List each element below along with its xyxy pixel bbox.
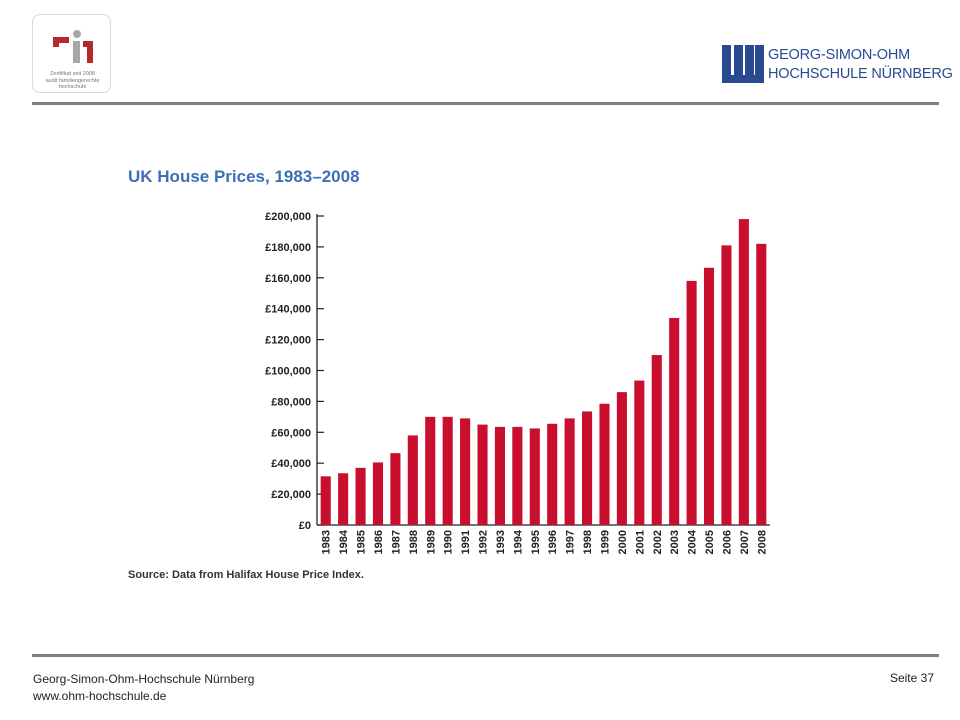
x-tick-label: 2006 xyxy=(721,530,733,554)
bar xyxy=(721,245,732,526)
y-tick-label: £60,000 xyxy=(271,427,311,439)
page-number: Seite 37 xyxy=(889,671,934,685)
x-tick-label: 2004 xyxy=(687,529,699,554)
x-tick-label: 1988 xyxy=(408,530,420,554)
bar xyxy=(599,403,610,525)
x-tick-label: 2003 xyxy=(669,530,681,554)
x-tick-label: 1999 xyxy=(599,530,611,554)
footer-organization-block: Georg-Simon-Ohm-Hochschule Nürnberg www.… xyxy=(33,671,254,705)
x-tick-label: 2002 xyxy=(652,530,664,554)
certificate-line: hochschule xyxy=(58,84,87,90)
bar xyxy=(477,424,488,525)
bar xyxy=(529,428,540,525)
x-tick-label: 1997 xyxy=(565,530,577,554)
chart-source: Source: Data from Halifax House Price In… xyxy=(128,569,364,581)
x-tick-label: 1992 xyxy=(478,530,490,554)
bar xyxy=(407,435,418,525)
certificate-line: Zertifikat seit 2008 xyxy=(50,71,95,77)
university-name-line2: HOCHSCHULE NÜRNBERG xyxy=(768,66,953,82)
y-tick-label: £160,000 xyxy=(265,273,311,285)
y-tick-label: £0 xyxy=(299,520,311,532)
university-logo: GEORG-SIMON-OHM HOCHSCHULE NÜRNBERG xyxy=(722,45,953,90)
x-tick-label: 1987 xyxy=(390,530,402,554)
audit-certificate-logo: Zertifikat seit 2008 audit familiengerec… xyxy=(32,14,111,93)
x-tick-label: 1996 xyxy=(547,530,559,554)
certificate-text: Zertifikat seit 2008 audit familiengerec… xyxy=(33,71,112,91)
bar xyxy=(355,467,366,525)
bar xyxy=(738,219,749,525)
bar xyxy=(547,423,558,525)
y-tick-label: £200,000 xyxy=(265,211,311,223)
bar xyxy=(564,418,575,525)
bar xyxy=(460,418,471,525)
bar xyxy=(756,243,767,525)
bar xyxy=(425,416,436,525)
x-tick-label: 1986 xyxy=(373,530,385,554)
x-tick-label: 1991 xyxy=(460,530,472,554)
bar xyxy=(338,473,349,525)
bar xyxy=(442,416,453,525)
y-tick-label: £140,000 xyxy=(265,304,311,316)
x-tick-label: 1993 xyxy=(495,530,507,554)
x-tick-label: 1995 xyxy=(530,530,542,554)
x-tick-label: 2000 xyxy=(617,530,629,554)
footer-website: www.ohm-hochschule.de xyxy=(33,689,167,703)
y-tick-label: £80,000 xyxy=(271,396,311,408)
bar-chart: £0 £20,000 £40,000 £60,000 £80,000 £100,000 £1… xyxy=(265,211,770,554)
x-tick-label: 2007 xyxy=(739,530,751,554)
y-tick-label: £120,000 xyxy=(265,335,311,347)
y-tick-label: £180,000 xyxy=(265,242,311,254)
bar xyxy=(651,355,662,525)
bar xyxy=(616,392,627,525)
x-tick-label: 1983 xyxy=(321,530,333,554)
x-tick-label: 1989 xyxy=(425,530,437,554)
bar xyxy=(320,476,331,525)
certificate-line: audit familiengerechte xyxy=(45,77,100,84)
bar xyxy=(686,280,697,525)
bar xyxy=(634,380,645,525)
x-tick-label: 2005 xyxy=(704,530,716,554)
y-tick-label: £100,000 xyxy=(265,366,311,378)
bar xyxy=(703,267,715,525)
family-audit-icon xyxy=(53,30,93,63)
ohm-emblem-icon xyxy=(722,45,764,83)
y-tick-label: £20,000 xyxy=(271,489,311,501)
bar xyxy=(494,426,505,525)
x-tick-label: 1984 xyxy=(338,529,350,554)
x-tick-label: 1998 xyxy=(582,530,594,554)
bar xyxy=(512,426,523,525)
x-tick-label: 2008 xyxy=(756,530,768,554)
bar xyxy=(582,411,593,525)
bar xyxy=(390,453,401,525)
x-tick-label: 1994 xyxy=(512,529,524,554)
x-tick-label: 1985 xyxy=(356,530,368,554)
header-divider xyxy=(32,102,939,105)
x-tick-label: 1990 xyxy=(443,530,455,554)
bar xyxy=(372,462,384,525)
chart-title: UK House Prices, 1983–2008 xyxy=(128,167,360,186)
bar xyxy=(669,317,680,525)
footer-organization: Georg-Simon-Ohm-Hochschule Nürnberg xyxy=(33,672,255,686)
university-name-line1: GEORG-SIMON-OHM xyxy=(768,47,910,63)
footer-divider xyxy=(32,654,939,657)
y-tick-label: £40,000 xyxy=(271,458,311,470)
x-tick-label: 2001 xyxy=(634,530,646,554)
